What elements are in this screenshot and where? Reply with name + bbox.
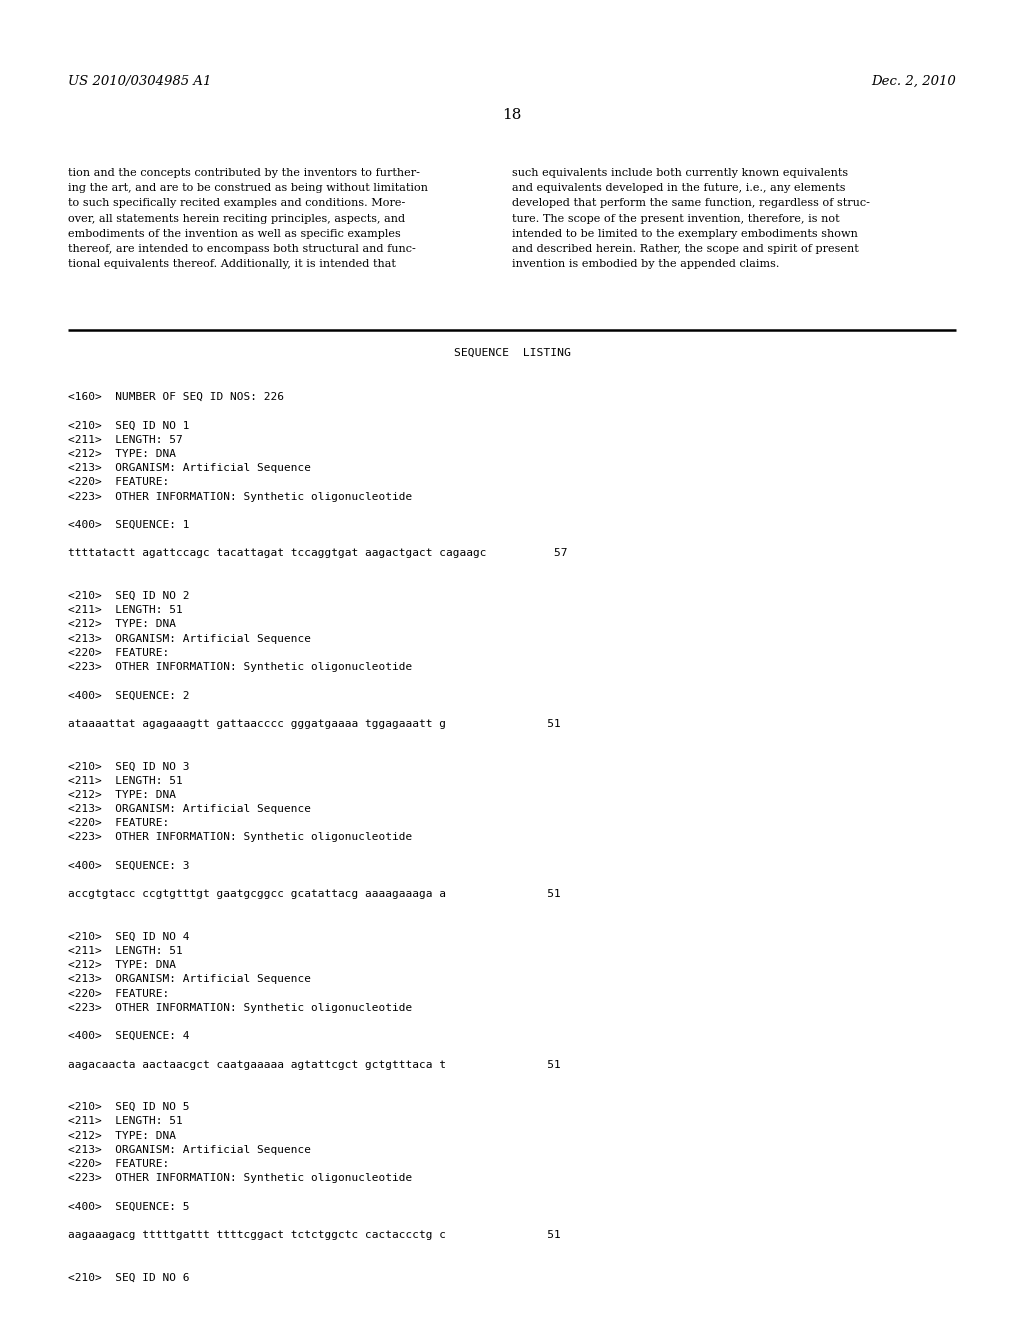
Text: <213>  ORGANISM: Artificial Sequence: <213> ORGANISM: Artificial Sequence (68, 804, 311, 814)
Text: <212>  TYPE: DNA: <212> TYPE: DNA (68, 1131, 176, 1140)
Text: <220>  FEATURE:: <220> FEATURE: (68, 818, 169, 828)
Text: Dec. 2, 2010: Dec. 2, 2010 (871, 75, 956, 88)
Text: <400>  SEQUENCE: 2: <400> SEQUENCE: 2 (68, 690, 189, 701)
Text: <212>  TYPE: DNA: <212> TYPE: DNA (68, 960, 176, 970)
Text: <210>  SEQ ID NO 6: <210> SEQ ID NO 6 (68, 1272, 189, 1283)
Text: <213>  ORGANISM: Artificial Sequence: <213> ORGANISM: Artificial Sequence (68, 974, 311, 985)
Text: developed that perform the same function, regardless of struc-: developed that perform the same function… (512, 198, 869, 209)
Text: invention is embodied by the appended claims.: invention is embodied by the appended cl… (512, 259, 779, 269)
Text: <223>  OTHER INFORMATION: Synthetic oligonucleotide: <223> OTHER INFORMATION: Synthetic oligo… (68, 1173, 413, 1183)
Text: <213>  ORGANISM: Artificial Sequence: <213> ORGANISM: Artificial Sequence (68, 463, 311, 473)
Text: <400>  SEQUENCE: 5: <400> SEQUENCE: 5 (68, 1201, 189, 1212)
Text: SEQUENCE  LISTING: SEQUENCE LISTING (454, 348, 570, 358)
Text: <212>  TYPE: DNA: <212> TYPE: DNA (68, 449, 176, 459)
Text: 18: 18 (503, 108, 521, 121)
Text: and described herein. Rather, the scope and spirit of present: and described herein. Rather, the scope … (512, 244, 859, 253)
Text: <400>  SEQUENCE: 4: <400> SEQUENCE: 4 (68, 1031, 189, 1041)
Text: <400>  SEQUENCE: 3: <400> SEQUENCE: 3 (68, 861, 189, 871)
Text: ture. The scope of the present invention, therefore, is not: ture. The scope of the present invention… (512, 214, 840, 223)
Text: aagacaacta aactaacgct caatgaaaaa agtattcgct gctgtttaca t               51: aagacaacta aactaacgct caatgaaaaa agtattc… (68, 1060, 561, 1069)
Text: and equivalents developed in the future, i.e., any elements: and equivalents developed in the future,… (512, 183, 846, 193)
Text: <213>  ORGANISM: Artificial Sequence: <213> ORGANISM: Artificial Sequence (68, 1144, 311, 1155)
Text: <210>  SEQ ID NO 3: <210> SEQ ID NO 3 (68, 762, 189, 771)
Text: <160>  NUMBER OF SEQ ID NOS: 226: <160> NUMBER OF SEQ ID NOS: 226 (68, 392, 284, 403)
Text: <211>  LENGTH: 51: <211> LENGTH: 51 (68, 605, 182, 615)
Text: <210>  SEQ ID NO 2: <210> SEQ ID NO 2 (68, 591, 189, 601)
Text: <211>  LENGTH: 51: <211> LENGTH: 51 (68, 1117, 182, 1126)
Text: ttttatactt agattccagc tacattagat tccaggtgat aagactgact cagaagc          57: ttttatactt agattccagc tacattagat tccaggt… (68, 548, 567, 558)
Text: thereof, are intended to encompass both structural and func-: thereof, are intended to encompass both … (68, 244, 416, 253)
Text: <223>  OTHER INFORMATION: Synthetic oligonucleotide: <223> OTHER INFORMATION: Synthetic oligo… (68, 663, 413, 672)
Text: aagaaagacg tttttgattt ttttcggact tctctggctc cactaccctg c               51: aagaaagacg tttttgattt ttttcggact tctctgg… (68, 1230, 561, 1239)
Text: such equivalents include both currently known equivalents: such equivalents include both currently … (512, 168, 848, 178)
Text: <212>  TYPE: DNA: <212> TYPE: DNA (68, 619, 176, 630)
Text: ataaaattat agagaaagtt gattaacccc gggatgaaaa tggagaaatt g               51: ataaaattat agagaaagtt gattaacccc gggatga… (68, 719, 561, 729)
Text: <211>  LENGTH: 51: <211> LENGTH: 51 (68, 776, 182, 785)
Text: <210>  SEQ ID NO 1: <210> SEQ ID NO 1 (68, 421, 189, 430)
Text: <220>  FEATURE:: <220> FEATURE: (68, 478, 169, 487)
Text: accgtgtacc ccgtgtttgt gaatgcggcc gcatattacg aaaagaaaga a               51: accgtgtacc ccgtgtttgt gaatgcggcc gcatatt… (68, 890, 561, 899)
Text: <220>  FEATURE:: <220> FEATURE: (68, 989, 169, 999)
Text: tion and the concepts contributed by the inventors to further-: tion and the concepts contributed by the… (68, 168, 420, 178)
Text: to such specifically recited examples and conditions. More-: to such specifically recited examples an… (68, 198, 406, 209)
Text: <223>  OTHER INFORMATION: Synthetic oligonucleotide: <223> OTHER INFORMATION: Synthetic oligo… (68, 1003, 413, 1012)
Text: <220>  FEATURE:: <220> FEATURE: (68, 1159, 169, 1170)
Text: <220>  FEATURE:: <220> FEATURE: (68, 648, 169, 657)
Text: tional equivalents thereof. Additionally, it is intended that: tional equivalents thereof. Additionally… (68, 259, 396, 269)
Text: <223>  OTHER INFORMATION: Synthetic oligonucleotide: <223> OTHER INFORMATION: Synthetic oligo… (68, 491, 413, 502)
Text: <223>  OTHER INFORMATION: Synthetic oligonucleotide: <223> OTHER INFORMATION: Synthetic oligo… (68, 833, 413, 842)
Text: <400>  SEQUENCE: 1: <400> SEQUENCE: 1 (68, 520, 189, 531)
Text: <210>  SEQ ID NO 5: <210> SEQ ID NO 5 (68, 1102, 189, 1113)
Text: <211>  LENGTH: 57: <211> LENGTH: 57 (68, 434, 182, 445)
Text: <212>  TYPE: DNA: <212> TYPE: DNA (68, 789, 176, 800)
Text: <211>  LENGTH: 51: <211> LENGTH: 51 (68, 946, 182, 956)
Text: <210>  SEQ ID NO 4: <210> SEQ ID NO 4 (68, 932, 189, 941)
Text: <213>  ORGANISM: Artificial Sequence: <213> ORGANISM: Artificial Sequence (68, 634, 311, 644)
Text: US 2010/0304985 A1: US 2010/0304985 A1 (68, 75, 211, 88)
Text: over, all statements herein reciting principles, aspects, and: over, all statements herein reciting pri… (68, 214, 406, 223)
Text: embodiments of the invention as well as specific examples: embodiments of the invention as well as … (68, 228, 400, 239)
Text: intended to be limited to the exemplary embodiments shown: intended to be limited to the exemplary … (512, 228, 858, 239)
Text: ing the art, and are to be construed as being without limitation: ing the art, and are to be construed as … (68, 183, 428, 193)
